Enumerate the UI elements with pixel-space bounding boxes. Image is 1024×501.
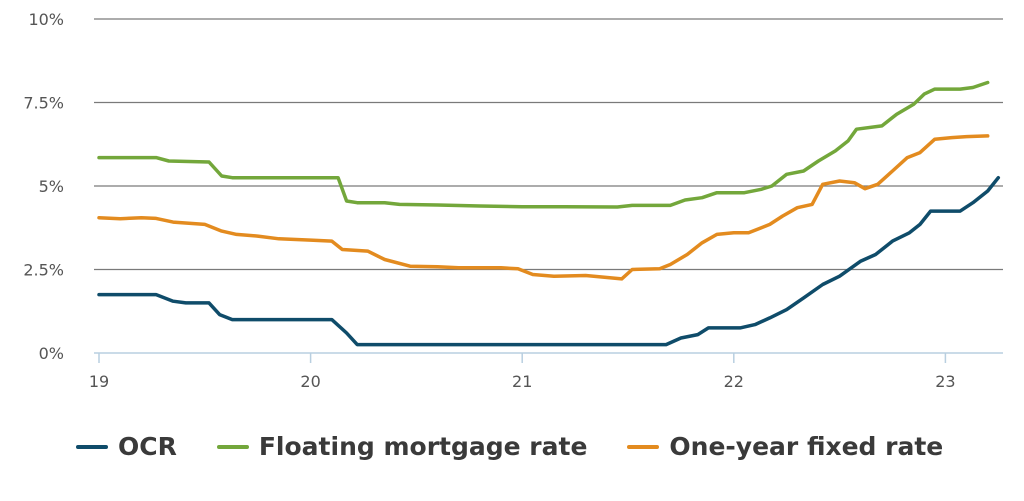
legend-swatch <box>76 444 108 449</box>
legend-label: Floating mortgage rate <box>258 432 588 461</box>
x-tick-label: 22 <box>724 372 744 391</box>
x-tick-label: 21 <box>512 372 532 391</box>
series-line-ocr <box>97 175 1001 347</box>
series-line-one-year-fixed-rate <box>97 134 990 281</box>
legend-swatch <box>627 444 660 449</box>
series-lines <box>97 80 1001 347</box>
y-tick-label: 7.5% <box>23 94 64 113</box>
y-tick-label: 2.5% <box>23 261 64 280</box>
y-tick-label: 10% <box>28 10 64 29</box>
legend: OCR Floating mortgage rate One-year fixed … <box>76 432 983 461</box>
legend-item: One-year fixed rate <box>627 432 943 461</box>
y-tick-label: 5% <box>39 177 64 196</box>
line-chart: 0% 2.5% 5% 7.5% 10% 19 20 21 22 23 <box>23 10 1003 391</box>
series-line-floating-mortgage-rate <box>97 80 990 209</box>
grid-lines <box>94 18 1003 354</box>
x-axis: 19 20 21 22 23 <box>89 353 956 391</box>
y-axis-ticks: 0% 2.5% 5% 7.5% 10% <box>23 10 64 363</box>
legend-swatch <box>216 444 249 449</box>
legend-item: Floating mortgage rate <box>216 432 588 461</box>
x-tick-label: 23 <box>935 372 955 391</box>
legend-label: OCR <box>118 432 177 461</box>
x-tick-label: 20 <box>300 372 320 391</box>
legend-label: One-year fixed rate <box>669 432 944 461</box>
legend-item: OCR <box>76 432 177 461</box>
x-tick-label: 19 <box>89 372 109 391</box>
y-tick-label: 0% <box>39 344 64 363</box>
